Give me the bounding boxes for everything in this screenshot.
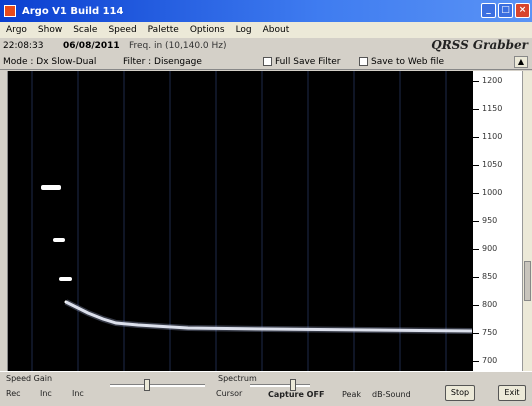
stop-button[interactable]: Stop <box>445 385 475 401</box>
signal-dash <box>59 277 72 281</box>
maximize-button[interactable]: □ <box>498 3 513 18</box>
axis-tick <box>473 193 479 194</box>
axis-tick-label: 1150 <box>482 104 503 113</box>
window-title: Argo V1 Build 114 <box>22 5 124 17</box>
info-bar: 22:08:33 06/08/2011 Freq. in (10,140.0 H… <box>0 38 532 54</box>
axis-tick <box>473 81 479 82</box>
axis-tick <box>473 137 479 138</box>
full-save-checkbox[interactable] <box>263 57 272 66</box>
left-strip <box>0 71 8 371</box>
axis-tick <box>473 333 479 334</box>
axis-tick-label: 950 <box>482 216 498 225</box>
minimize-button[interactable]: _ <box>481 3 496 18</box>
menu-item-palette[interactable]: Palette <box>147 25 179 35</box>
axis-tick-label: 800 <box>482 300 498 309</box>
inc-label-2: Inc <box>72 389 84 398</box>
cursor-label: Cursor <box>216 389 243 398</box>
brand-logo: QRSS Grabber <box>431 38 528 52</box>
vertical-scrollbar[interactable] <box>522 71 532 371</box>
axis-tick-label: 1000 <box>482 188 503 197</box>
spectrum-slider-track[interactable] <box>250 384 310 387</box>
menu-item-show[interactable]: Show <box>37 25 63 35</box>
axis-tick-label: 850 <box>482 272 498 281</box>
frequency-readout: Freq. in (10,140.0 Hz) <box>129 41 227 51</box>
axis-tick <box>473 165 479 166</box>
speed-gain-label: Speed Gain <box>6 374 53 383</box>
rec-label: Rec <box>6 389 21 398</box>
axis-tick <box>473 361 479 362</box>
axis-tick-label: 1200 <box>482 76 503 85</box>
vertical-gridlines <box>31 71 447 371</box>
save-web-checkbox[interactable] <box>359 57 368 66</box>
mode-bar: Mode : Dx Slow-Dual Filter : Disengage F… <box>0 54 532 70</box>
signal-traces <box>41 185 72 281</box>
axis-tick <box>473 109 479 110</box>
axis-tick-label: 900 <box>482 244 498 253</box>
axis-tick <box>473 249 479 250</box>
menu-item-scale[interactable]: Scale <box>73 25 98 35</box>
spectrum-slider-knob[interactable] <box>290 379 296 391</box>
title-bar[interactable]: Argo V1 Build 114 _ □ × <box>0 0 532 22</box>
signal-trace-curve <box>64 300 472 333</box>
peak-label: Peak <box>342 390 361 399</box>
frequency-axis: 1200 1150 1100 1050 1000 950 900 850 800 750 700 <box>472 71 522 371</box>
exit-button[interactable]: Exit <box>498 385 526 401</box>
axis-tick <box>473 305 479 306</box>
scroll-thumb[interactable] <box>524 261 531 301</box>
axis-tick <box>473 221 479 222</box>
close-button[interactable]: × <box>515 3 530 18</box>
axis-tick-label: 1050 <box>482 160 503 169</box>
axis-tick-label: 750 <box>482 328 498 337</box>
waterfall-svg <box>31 71 472 371</box>
date-readout: 06/08/2011 <box>63 41 120 51</box>
full-save-checkbox-group[interactable]: Full Save Filter <box>263 57 359 67</box>
mode-text: Mode : Dx Slow-Dual <box>3 56 97 67</box>
speed-slider-track[interactable] <box>110 384 205 387</box>
signal-dash <box>41 185 61 190</box>
menu-item-options[interactable]: Options <box>189 25 225 35</box>
save-web-checkbox-group[interactable]: Save to Web file <box>359 57 459 67</box>
mode-label: Mode : Dx Slow-Dual <box>3 57 123 67</box>
speed-slider-knob[interactable] <box>144 379 150 391</box>
time-readout: 22:08:33 <box>3 41 44 51</box>
menu-item-about[interactable]: About <box>262 25 290 35</box>
save-web-label: Save to Web file <box>371 56 445 67</box>
menu-item-speed[interactable]: Speed <box>108 25 137 35</box>
scroll-up-arrow-icon[interactable]: ▲ <box>514 56 528 68</box>
spectrum-label: Spectrum <box>218 374 257 383</box>
db-sound-label: dB-Sound <box>372 390 411 399</box>
signal-trace-glow <box>64 299 472 334</box>
axis-tick-label: 700 <box>482 356 498 365</box>
filter-label: Filter : Disengage <box>123 57 263 67</box>
signal-dash <box>53 238 65 242</box>
window-controls: _ □ × <box>481 3 530 18</box>
menu-item-log[interactable]: Log <box>235 25 252 35</box>
inc-label-1: Inc <box>40 389 52 398</box>
waterfall-display[interactable] <box>8 71 472 371</box>
full-save-label: Full Save Filter <box>275 56 341 67</box>
axis-tick-label: 1100 <box>482 132 503 141</box>
axis-tick <box>473 277 479 278</box>
app-icon <box>4 5 16 17</box>
menu-item-argo[interactable]: Argo <box>6 25 27 35</box>
bottom-control-bar: Speed Gain Rec Inc Inc Cursor Spectrum C… <box>0 371 532 406</box>
filter-text: Filter : Disengage <box>123 56 202 67</box>
menu-bar: Argo Show Scale Speed Palette Options Log About <box>0 22 532 38</box>
capture-status: Capture OFF <box>268 390 325 399</box>
